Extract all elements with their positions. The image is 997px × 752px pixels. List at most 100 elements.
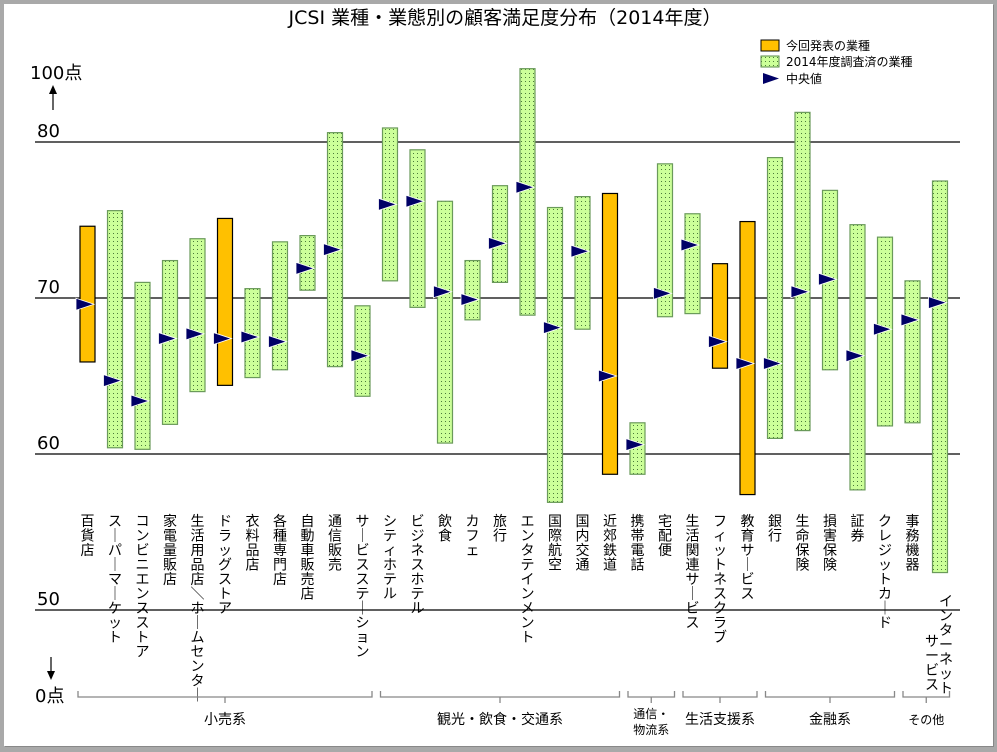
svg-text:機: 機 — [906, 543, 920, 559]
median-marker — [295, 261, 316, 275]
svg-text:料: 料 — [246, 529, 260, 545]
svg-text:ン: ン — [136, 529, 150, 545]
svg-text:ビ: ビ — [741, 572, 755, 588]
svg-text:便: 便 — [658, 543, 672, 559]
y-tick-label: 50 — [37, 589, 60, 610]
svg-text:フ: フ — [713, 514, 727, 530]
svg-text:器: 器 — [906, 558, 920, 574]
svg-text:航: 航 — [548, 543, 562, 559]
svg-text:サ: サ — [925, 634, 939, 650]
svg-text:ネ: ネ — [939, 652, 953, 668]
svg-text:行: 行 — [493, 529, 507, 545]
median-marker — [653, 286, 673, 300]
median-marker — [928, 296, 948, 310]
svg-text:百: 百 — [81, 514, 95, 530]
svg-text:ビ: ビ — [411, 514, 425, 530]
svg-text:ス: ス — [136, 601, 150, 617]
svg-text:｜: ｜ — [878, 601, 892, 617]
range-bar — [436, 200, 454, 444]
svg-text:サ: サ — [741, 543, 755, 559]
svg-text:カ: カ — [466, 514, 480, 530]
svg-text:ド: ド — [878, 616, 892, 632]
median-marker — [488, 236, 508, 250]
range-bar — [106, 210, 124, 449]
svg-text:ェ: ェ — [466, 543, 480, 559]
median-marker — [625, 438, 646, 452]
range-bar — [574, 196, 591, 330]
median-marker — [75, 297, 96, 311]
group-bracket: 小売系 — [77, 691, 373, 728]
svg-text:ッ: ッ — [878, 558, 892, 574]
svg-text:ホ: ホ — [383, 558, 397, 574]
svg-text:｜: ｜ — [191, 688, 205, 704]
group-label: その他 — [908, 713, 944, 727]
range-bar — [739, 220, 756, 496]
svg-text:＼: ＼ — [191, 587, 205, 603]
svg-text:電: 電 — [163, 529, 177, 545]
svg-text:貨: 貨 — [81, 528, 95, 545]
svg-text:量: 量 — [163, 543, 177, 559]
svg-text:マ: マ — [108, 572, 122, 588]
svg-text:道: 道 — [603, 558, 617, 574]
median-marker — [350, 349, 371, 363]
svg-text:ー: ー — [925, 649, 939, 665]
group-label: 観光・飲食・交通系 — [437, 711, 563, 728]
svg-text:ン: ン — [191, 659, 205, 675]
svg-text:事: 事 — [906, 514, 920, 530]
category-label: 教育サ｜ビス — [741, 514, 755, 603]
svg-text:ィ: ィ — [713, 529, 727, 545]
svg-text:ッ: ッ — [939, 667, 953, 683]
median-marker — [460, 293, 481, 307]
svg-text:ス: ス — [411, 558, 425, 574]
y-tick-label: 70 — [37, 277, 60, 298]
svg-text:｜: ｜ — [108, 529, 122, 545]
svg-text:携: 携 — [631, 514, 645, 530]
svg-text:ホ: ホ — [191, 601, 205, 617]
svg-text:｜: ｜ — [356, 601, 370, 617]
group-label: 通信・ — [633, 707, 669, 721]
range-bar — [519, 68, 536, 316]
svg-text:ム: ム — [191, 630, 205, 646]
median-marker-icon — [763, 73, 779, 84]
svg-text:ン: ン — [356, 645, 370, 661]
group-label: 生活支援系 — [685, 712, 755, 728]
svg-text:ビ: ビ — [356, 543, 370, 559]
group-bracket: 金融系 — [764, 691, 896, 728]
svg-text:レ: レ — [878, 529, 892, 545]
svg-text:ト: ト — [713, 558, 727, 574]
group-label: 金融系 — [809, 712, 851, 728]
median-marker — [790, 285, 811, 299]
svg-text:パ: パ — [108, 543, 122, 559]
legend-swatch-current — [760, 39, 780, 52]
svg-text:券: 券 — [851, 529, 865, 545]
category-label: 百貨店 — [81, 514, 95, 559]
svg-text:品: 品 — [246, 543, 260, 559]
svg-text:ア: ア — [136, 645, 150, 661]
svg-text:険: 険 — [796, 558, 810, 574]
up-arrow-icon — [49, 85, 57, 110]
category-label: 銀行 — [768, 514, 782, 545]
svg-text:カ: カ — [878, 587, 892, 603]
median-marker — [680, 238, 701, 252]
svg-text:電: 電 — [631, 543, 645, 559]
svg-text:内: 内 — [576, 529, 590, 545]
svg-text:行: 行 — [768, 529, 782, 545]
category-label: 旅行 — [493, 514, 507, 545]
svg-text:ホ: ホ — [411, 572, 425, 588]
svg-text:エ: エ — [136, 572, 150, 588]
median-marker — [763, 356, 783, 371]
range-bar — [931, 180, 949, 574]
svg-text:テ: テ — [411, 587, 425, 603]
median-marker — [268, 335, 288, 349]
svg-text:ア: ア — [218, 601, 232, 617]
